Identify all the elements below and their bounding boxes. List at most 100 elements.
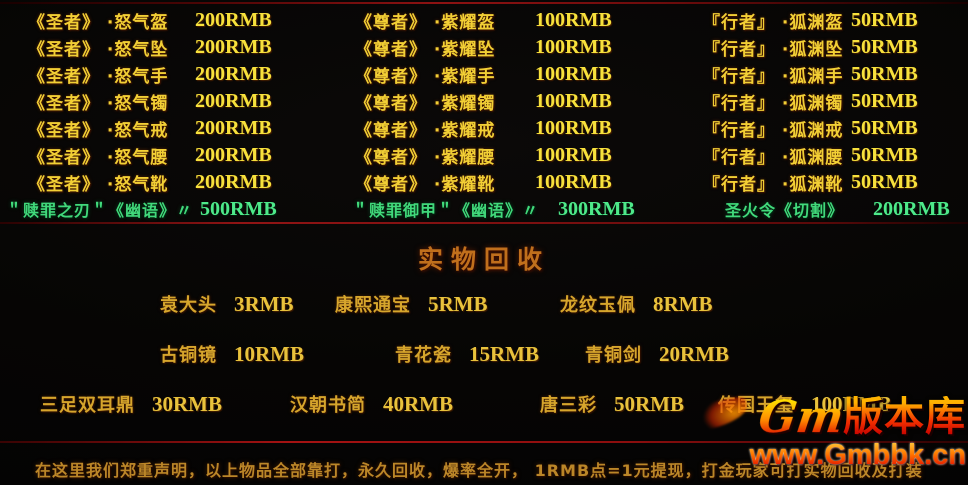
recycle-item-name: 三足双耳鼎 [40, 395, 135, 416]
recycle-item: 三足双耳鼎 30RMB [40, 391, 222, 417]
special-item: ＂赎罪之刃＂《幽语》〃 500RMB [6, 197, 277, 221]
item-price: 50RMB [851, 117, 918, 139]
recycle-item: 龙纹玉佩 8RMB [560, 291, 713, 317]
gm-banbenku-logo: Gm 版本库 [666, 392, 966, 443]
item-name: 《圣者》 ·怒气腰 [28, 148, 169, 168]
recycle-item-name: 青花瓷 [395, 345, 452, 366]
item-name: 《尊者》 ·紫耀戒 [355, 121, 496, 141]
top-divider-line [0, 2, 968, 4]
item-name: 『行者』 ·狐渊镯 [703, 94, 844, 114]
recycle-item-name: 康熙通宝 [335, 295, 411, 316]
recycle-item-name: 袁大头 [160, 295, 217, 316]
item-name: 《圣者》 ·怒气坠 [28, 40, 169, 60]
recycle-item-price: 40RMB [383, 391, 453, 416]
equipment-row: 《尊者》 ·紫耀坠 100RMB [355, 34, 612, 61]
special-item: ＂赎罪御甲＂《幽语》〃 300RMB [352, 197, 635, 221]
equipment-row: 《尊者》 ·紫耀靴 100RMB [355, 169, 612, 196]
item-name: 『行者』 ·狐渊戒 [703, 121, 844, 141]
recycle-item-name: 唐三彩 [540, 395, 597, 416]
item-name: 『行者』 ·狐渊手 [703, 67, 844, 87]
item-price: 50RMB [851, 90, 918, 112]
recycle-item-name: 青铜剑 [585, 345, 642, 366]
item-name: 《尊者》 ·紫耀盔 [355, 13, 496, 33]
equipment-row: 『行者』 ·狐渊靴 50RMB [703, 169, 918, 196]
equipment-row: 《圣者》 ·怒气盔 200RMB [28, 7, 272, 34]
recycle-item-name: 龙纹玉佩 [560, 295, 636, 316]
recycle-item-price: 20RMB [659, 341, 729, 366]
equipment-row: 『行者』 ·狐渊盔 50RMB [703, 7, 918, 34]
special-item: 圣火令《切割》 200RMB [725, 197, 950, 221]
item-price: 50RMB [851, 171, 918, 193]
watermark: Gm 版本库 www.Gmbbk.cn [666, 392, 966, 472]
item-name: 『行者』 ·狐渊盔 [703, 13, 844, 33]
recycle-item-price: 15RMB [469, 341, 539, 366]
website-url: www.Gmbbk.cn [666, 439, 966, 472]
special-item-price: 500RMB [200, 197, 277, 220]
item-name: 《圣者》 ·怒气靴 [28, 175, 169, 195]
recycle-item-price: 10RMB [234, 341, 304, 366]
recycle-item-price: 3RMB [234, 291, 294, 316]
recycle-item: 汉朝书简 40RMB [290, 391, 453, 417]
item-price: 200RMB [195, 144, 272, 166]
item-price: 200RMB [195, 171, 272, 193]
equipment-row: 《圣者》 ·怒气手 200RMB [28, 61, 272, 88]
item-price: 100RMB [535, 144, 612, 166]
recycle-item-name: 古铜镜 [160, 345, 217, 366]
item-name: 《尊者》 ·紫耀腰 [355, 148, 496, 168]
equipment-row: 『行者』 ·狐渊手 50RMB [703, 61, 918, 88]
item-name: 《圣者》 ·怒气手 [28, 67, 169, 87]
equipment-row: 《圣者》 ·怒气腰 200RMB [28, 142, 272, 169]
item-price: 200RMB [195, 36, 272, 58]
equipment-column-zunzhe: 《尊者》 ·紫耀盔 100RMB 《尊者》 ·紫耀坠 100RMB 《尊者》 ·紫耀… [355, 7, 612, 196]
equipment-row: 《尊者》 ·紫耀盔 100RMB [355, 7, 612, 34]
equipment-row: 《尊者》 ·紫耀镯 100RMB [355, 88, 612, 115]
recycle-item-price: 50RMB [614, 391, 684, 416]
equipment-row: 《圣者》 ·怒气镯 200RMB [28, 88, 272, 115]
bottom-divider-line [0, 441, 968, 443]
item-name: 《尊者》 ·紫耀坠 [355, 40, 496, 60]
recycle-item-price: 8RMB [653, 291, 713, 316]
equipment-row: 『行者』 ·狐渊腰 50RMB [703, 142, 918, 169]
equipment-row: 《圣者》 ·怒气坠 200RMB [28, 34, 272, 61]
logo-gm-text: Gm [755, 392, 847, 443]
equipment-row: 《尊者》 ·紫耀腰 100RMB [355, 142, 612, 169]
item-price: 100RMB [535, 171, 612, 193]
equipment-row: 『行者』 ·狐渊坠 50RMB [703, 34, 918, 61]
recycle-item: 康熙通宝 5RMB [335, 291, 488, 317]
item-price: 100RMB [535, 63, 612, 85]
recycle-item-price: 100RMB [811, 392, 892, 417]
item-name: 《圣者》 ·怒气盔 [28, 13, 169, 33]
special-item-price: 300RMB [558, 197, 635, 220]
equipment-row: 《尊者》 ·紫耀手 100RMB [355, 61, 612, 88]
recycle-item: 青铜剑 20RMB [585, 341, 729, 367]
item-price: 100RMB [535, 90, 612, 112]
item-price: 50RMB [851, 144, 918, 166]
recycle-item: 青花瓷 15RMB [395, 341, 539, 367]
equipment-row: 《圣者》 ·怒气戒 200RMB [28, 115, 272, 142]
equipment-column-shengzhe: 《圣者》 ·怒气盔 200RMB 《圣者》 ·怒气坠 200RMB 《圣者》 ·怒气… [28, 7, 272, 196]
item-name: 《圣者》 ·怒气戒 [28, 121, 169, 141]
recycle-item-price: 30RMB [152, 391, 222, 416]
equipment-row: 『行者』 ·狐渊戒 50RMB [703, 115, 918, 142]
special-item-price: 200RMB [873, 197, 950, 220]
equipment-row: 《圣者》 ·怒气靴 200RMB [28, 169, 272, 196]
item-price: 200RMB [195, 117, 272, 139]
recycle-section-title: 实物回收 [417, 245, 550, 274]
item-price: 200RMB [195, 9, 272, 31]
item-name: 『行者』 ·狐渊靴 [703, 175, 844, 195]
item-name: 《尊者》 ·紫耀靴 [355, 175, 496, 195]
special-item-name: 圣火令《切割》 [725, 201, 845, 220]
item-name: 《尊者》 ·紫耀手 [355, 67, 496, 87]
item-price: 200RMB [195, 63, 272, 85]
item-price: 100RMB [535, 9, 612, 31]
special-item-name: ＂赎罪之刃＂《幽语》〃 [6, 201, 194, 220]
item-name: 『行者』 ·狐渊坠 [703, 40, 844, 60]
equipment-row: 《尊者》 ·紫耀戒 100RMB [355, 115, 612, 142]
disclaimer-statement: 在这里我们郑重声明，以上物品全部靠打，永久回收，爆率全开， 1RMB点=1元提现… [35, 461, 923, 480]
logo-cn-text: 版本库 [843, 394, 966, 440]
recycle-item: 古铜镜 10RMB [160, 341, 304, 367]
recycle-item-price: 5RMB [428, 291, 488, 316]
special-item-name: ＂赎罪御甲＂《幽语》〃 [352, 201, 540, 220]
item-name: 《尊者》 ·紫耀镯 [355, 94, 496, 114]
